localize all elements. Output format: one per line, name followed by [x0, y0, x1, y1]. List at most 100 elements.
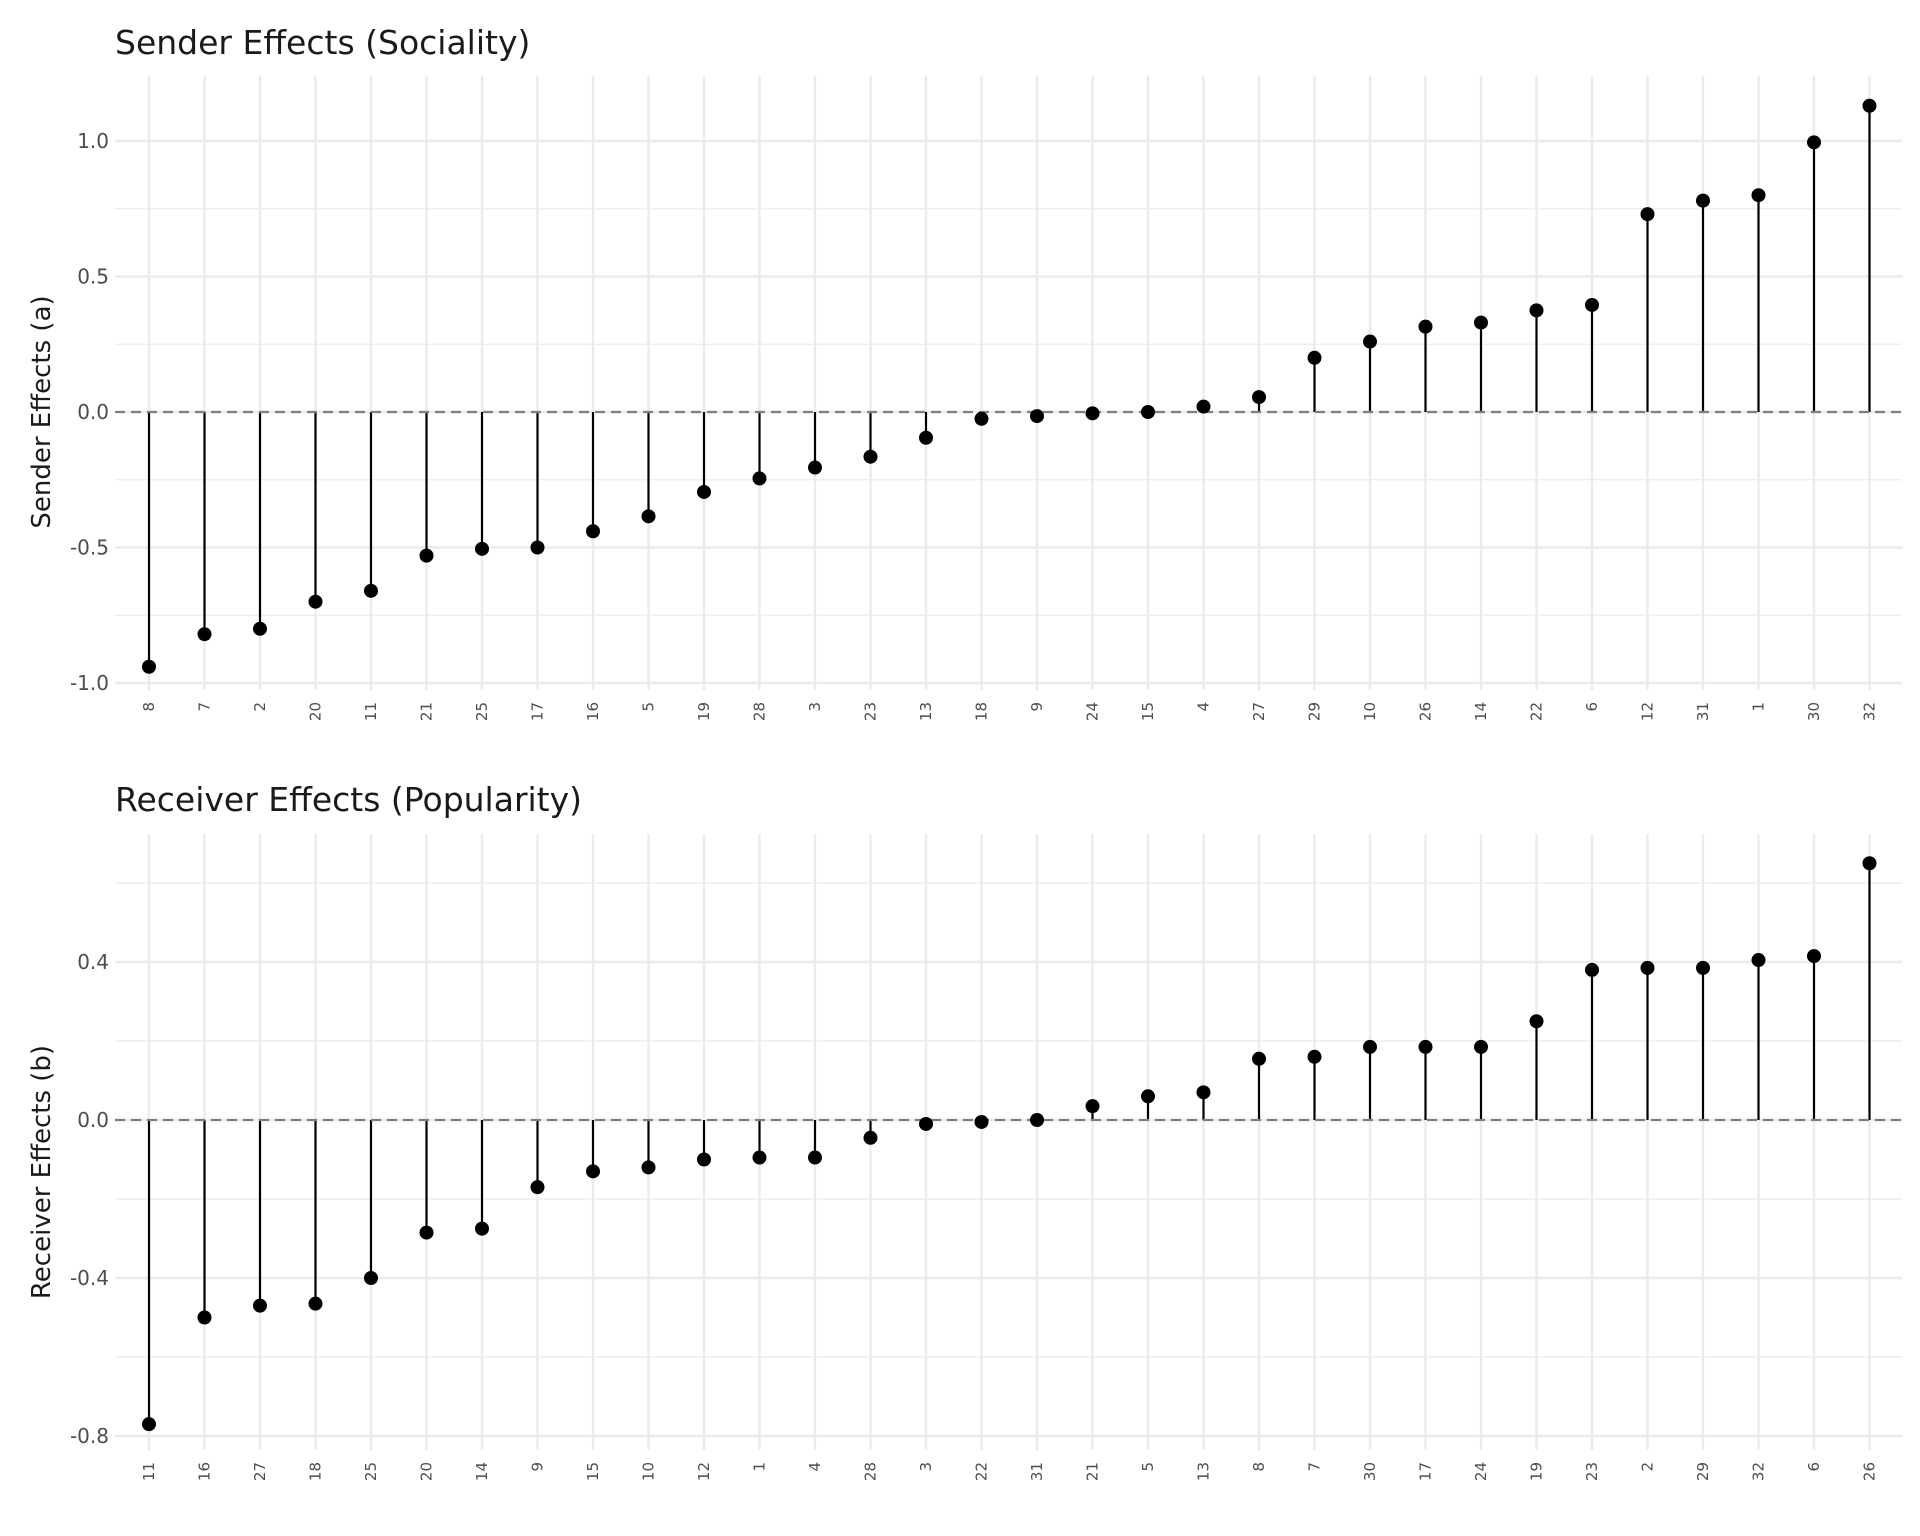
receiver-point-14 [475, 1221, 489, 1236]
receiver-x-tick-label: 3 [917, 1462, 935, 1472]
receiver-x-tick-label: 24 [1472, 1462, 1490, 1481]
receiver-effects-panel: Receiver Effects (Popularity) Receiver E… [27, 780, 1902, 1481]
receiver-x-tick-label: 25 [362, 1462, 380, 1481]
receiver-x-tick-label: 22 [973, 1462, 991, 1481]
sender-x-tick-label: 6 [1583, 702, 1601, 712]
sender-x-tick-label: 18 [973, 702, 991, 721]
receiver-x-tick-label: 21 [1084, 1462, 1102, 1481]
receiver-x-tick-label: 27 [251, 1462, 269, 1481]
sender-x-tick-label: 30 [1805, 702, 1823, 721]
receiver-x-tick-label: 31 [1028, 1462, 1046, 1481]
sender-point-25 [475, 541, 489, 556]
sender-point-5 [641, 509, 656, 524]
sender-y-tick-label: 0.5 [77, 265, 109, 289]
receiver-x-tick-label: 14 [473, 1462, 491, 1481]
receiver-x-tick-label: 28 [862, 1462, 880, 1481]
receiver-x-tick-label: 32 [1750, 1462, 1768, 1481]
receiver-y-tick-label: 0.0 [77, 1108, 109, 1132]
sender-point-8 [142, 659, 156, 674]
receiver-chart-title: Receiver Effects (Popularity) [115, 780, 582, 819]
sender-x-tick-label: 20 [307, 702, 325, 721]
receiver-point-8 [1252, 1051, 1266, 1066]
sender-point-11 [364, 583, 378, 598]
sender-x-tick-label: 2 [251, 702, 269, 712]
sender-x-tick-label: 17 [529, 702, 547, 721]
sender-point-29 [1307, 350, 1322, 365]
receiver-x-tick-label: 19 [1528, 1462, 1546, 1481]
receiver-x-tick-label: 7 [1306, 1462, 1324, 1472]
receiver-point-18 [308, 1296, 323, 1311]
receiver-x-tick-label: 17 [1417, 1462, 1435, 1481]
receiver-point-29 [1696, 960, 1710, 975]
sender-point-4 [1196, 399, 1211, 414]
sender-x-tick-label: 7 [196, 702, 214, 712]
receiver-x-tick-label: 1 [751, 1462, 769, 1472]
receiver-y-tick-label: 0.4 [77, 950, 109, 974]
sender-point-1 [1751, 188, 1766, 203]
receiver-point-6 [1807, 949, 1821, 964]
sender-x-tick-label: 28 [751, 702, 769, 721]
receiver-point-11 [142, 1417, 156, 1432]
sender-x-tick-label: 23 [862, 702, 880, 721]
sender-x-tick-label: 1 [1750, 702, 1768, 712]
sender-x-tick-label: 19 [695, 702, 713, 721]
sender-point-14 [1474, 315, 1488, 330]
sender-y-axis-label: Sender Effects (a) [27, 295, 57, 528]
receiver-point-28 [863, 1130, 878, 1145]
sender-x-tick-label: 21 [418, 702, 436, 721]
receiver-x-tick-label: 16 [196, 1462, 214, 1481]
sender-x-tick-label: 11 [362, 702, 380, 721]
sender-y-tick-label: -0.5 [70, 536, 109, 560]
receiver-point-1 [752, 1150, 767, 1165]
sender-x-tick-label: 31 [1694, 702, 1712, 721]
receiver-x-tick-label: 23 [1583, 1462, 1601, 1481]
sender-chart-title: Sender Effects (Sociality) [115, 23, 530, 62]
receiver-point-30 [1363, 1039, 1377, 1054]
receiver-x-tick-label: 30 [1361, 1462, 1379, 1481]
sender-point-3 [808, 460, 822, 475]
sender-x-tick-label: 3 [806, 702, 824, 712]
sender-x-tick-label: 32 [1861, 702, 1879, 721]
receiver-point-17 [1418, 1039, 1433, 1054]
sender-x-tick-label: 29 [1306, 702, 1324, 721]
sender-point-16 [586, 524, 600, 539]
receiver-points [142, 856, 1877, 1432]
sender-x-tick-label: 14 [1472, 702, 1490, 721]
receiver-point-26 [1862, 856, 1877, 871]
sender-point-22 [1529, 303, 1544, 318]
receiver-point-9 [530, 1180, 545, 1195]
sender-point-23 [863, 449, 878, 464]
receiver-x-tick-label: 13 [1195, 1462, 1213, 1481]
receiver-x-tick-label: 18 [307, 1462, 325, 1481]
sender-point-28 [752, 471, 767, 486]
receiver-y-tick-label: -0.8 [70, 1424, 109, 1448]
receiver-x-tick-label: 4 [806, 1462, 824, 1472]
sender-point-13 [919, 430, 933, 445]
sender-x-tick-label: 24 [1084, 702, 1102, 721]
receiver-y-axis-label: Receiver Effects (b) [27, 1045, 57, 1299]
receiver-x-tick-label: 11 [140, 1462, 158, 1481]
sender-point-27 [1252, 390, 1266, 405]
sender-x-tick-label: 26 [1417, 702, 1435, 721]
sender-x-tick-label: 22 [1528, 702, 1546, 721]
receiver-point-27 [253, 1298, 267, 1313]
sender-point-20 [308, 594, 323, 609]
receiver-point-31 [1030, 1113, 1044, 1127]
receiver-x-tick-label: 12 [695, 1462, 713, 1481]
sender-point-6 [1585, 297, 1599, 312]
receiver-point-7 [1307, 1049, 1322, 1064]
sender-x-tick-label: 10 [1361, 702, 1379, 721]
sender-point-31 [1696, 193, 1710, 208]
receiver-x-tick-label: 26 [1861, 1462, 1879, 1481]
receiver-point-12 [697, 1152, 711, 1167]
receiver-x-tick-label: 5 [1139, 1462, 1157, 1472]
sender-point-15 [1141, 405, 1155, 419]
sender-y-tick-label: 1.0 [77, 129, 109, 153]
receiver-point-20 [419, 1225, 434, 1240]
receiver-x-tick-label: 9 [529, 1462, 547, 1472]
receiver-point-19 [1529, 1014, 1544, 1029]
sender-point-19 [697, 484, 711, 499]
sender-point-7 [197, 627, 212, 642]
sender-point-21 [419, 548, 434, 563]
